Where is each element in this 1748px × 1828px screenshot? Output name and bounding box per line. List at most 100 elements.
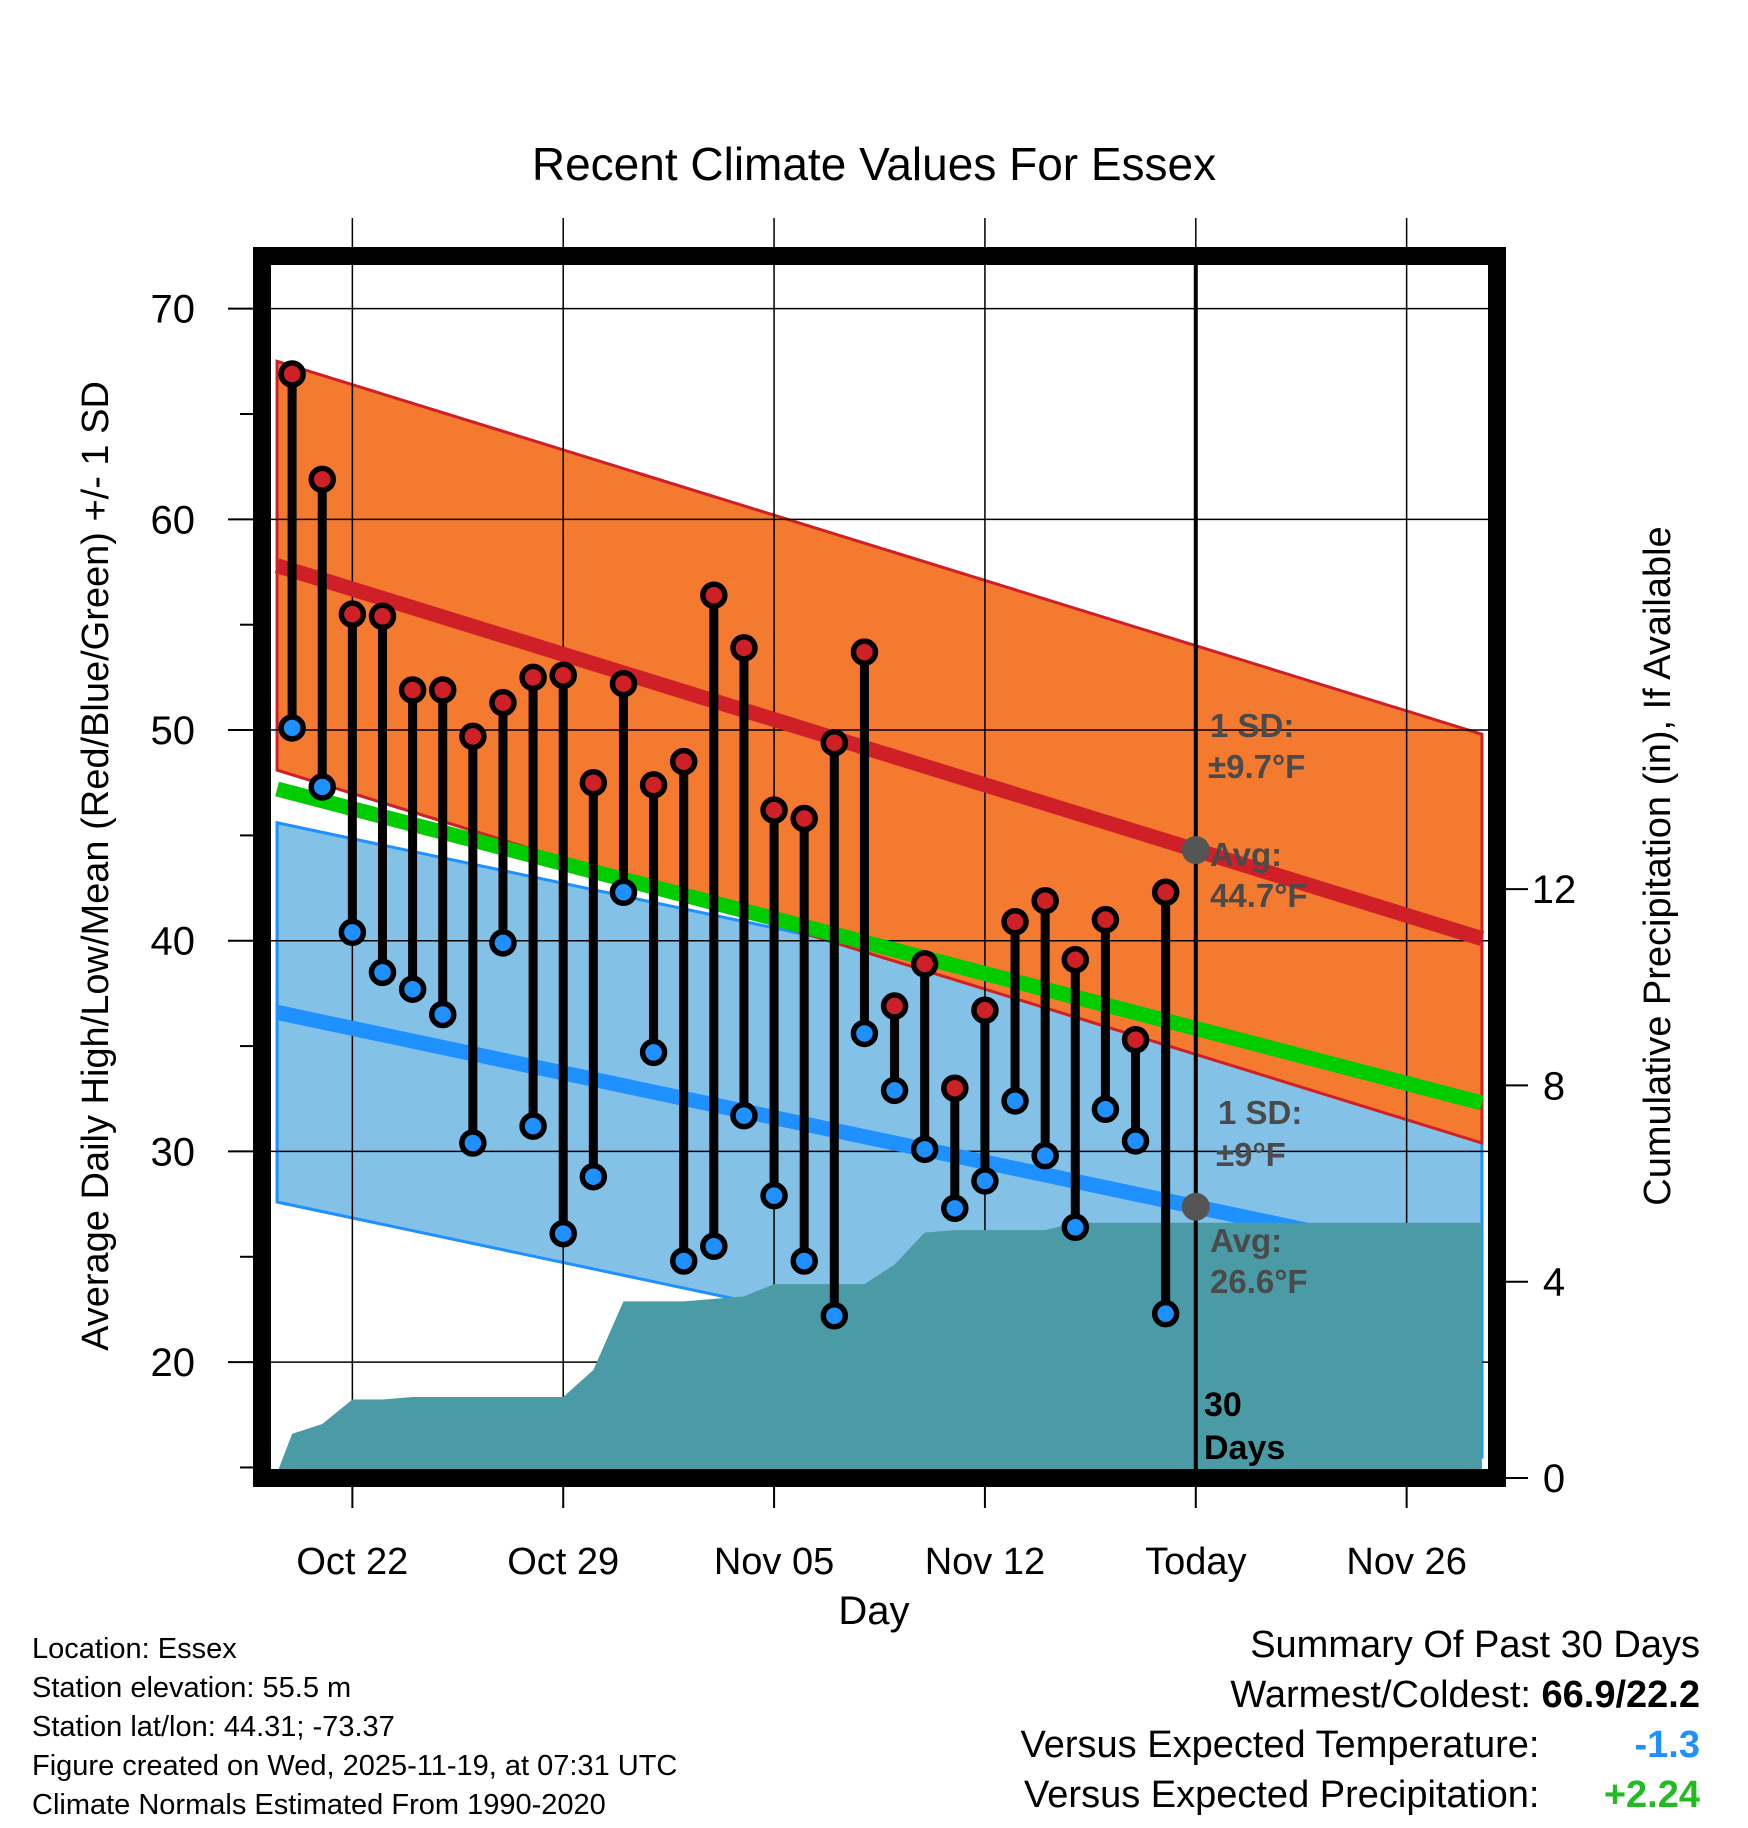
x-tick-label: Nov 12 bbox=[925, 1541, 1045, 1583]
daily-high-point bbox=[489, 688, 517, 717]
daily-low-point bbox=[308, 773, 336, 801]
daily-low-point bbox=[850, 1019, 879, 1048]
daily-low-point bbox=[669, 1247, 698, 1275]
y-tick-label: 60 bbox=[151, 498, 196, 542]
daily-high-point bbox=[428, 676, 457, 704]
daily-high-point bbox=[398, 676, 427, 704]
today-layer bbox=[1181, 256, 1210, 1478]
daily-low-point bbox=[941, 1194, 969, 1223]
y2-tick-label: 8 bbox=[1543, 1064, 1565, 1108]
info-elevation: Station elevation: 55.5 m bbox=[32, 1672, 352, 1704]
daily-low-point bbox=[820, 1302, 849, 1330]
low-avg-value: 26.6°F bbox=[1210, 1263, 1308, 1300]
daily-low-point bbox=[459, 1129, 487, 1157]
summary-temp-value: -1.3 bbox=[1634, 1724, 1700, 1766]
y-tick-label: 30 bbox=[151, 1130, 196, 1174]
y-axis-label: Average Daily High/Low/Mean (Red/Blue/Gr… bbox=[75, 381, 117, 1351]
daily-low-point bbox=[700, 1232, 728, 1260]
daily-low-point bbox=[880, 1076, 909, 1105]
daily-high-point bbox=[459, 722, 487, 751]
daily-high-point bbox=[669, 747, 698, 776]
daily-low-point bbox=[519, 1112, 547, 1140]
days-word: Days bbox=[1204, 1429, 1285, 1467]
daily-low-point bbox=[368, 958, 397, 987]
daily-low-point bbox=[579, 1162, 608, 1191]
summary-temp-row: Versus Expected Temperature: -1.3 bbox=[1021, 1720, 1700, 1770]
daily-high-point bbox=[1031, 886, 1059, 915]
summary-temp-label: Versus Expected Temperature: bbox=[1020, 1724, 1540, 1766]
summary-warmest-value: 66.9/22.2 bbox=[1541, 1674, 1700, 1716]
daily-observations bbox=[278, 360, 1180, 1330]
daily-high-point bbox=[278, 360, 306, 388]
daily-high-point bbox=[880, 992, 909, 1020]
summary-title: Summary Of Past 30 Days bbox=[1250, 1624, 1700, 1666]
daily-high-point bbox=[639, 771, 668, 799]
daily-high-point bbox=[820, 728, 849, 757]
y-tick-label: 70 bbox=[151, 288, 196, 332]
chart-title: Recent Climate Values For Essex bbox=[532, 138, 1216, 190]
daily-low-point bbox=[790, 1247, 818, 1275]
daily-low-point bbox=[609, 878, 638, 907]
x-tick-label: Today bbox=[1145, 1541, 1246, 1583]
daily-high-point bbox=[941, 1074, 969, 1102]
daily-low-point bbox=[639, 1038, 668, 1067]
daily-high-point bbox=[971, 996, 999, 1025]
summary-panel: Summary Of Past 30 Days Warmest/Coldest:… bbox=[1021, 1620, 1700, 1820]
avg-mean-line bbox=[275, 781, 1484, 1111]
summary-warmest-row: Warmest/Coldest: 66.9/22.2 bbox=[1021, 1670, 1700, 1720]
summary-precip-row: Versus Expected Precipitation: +2.24 bbox=[1021, 1770, 1700, 1820]
summary-precip-value: +2.24 bbox=[1603, 1774, 1700, 1816]
daily-high-point bbox=[1001, 908, 1029, 936]
daily-low-point bbox=[489, 929, 517, 957]
daily-high-point bbox=[368, 602, 397, 631]
y2-tick-label: 0 bbox=[1543, 1457, 1565, 1501]
y-axis-left: 20 30 40 50 60 70 bbox=[151, 288, 253, 1469]
summary-precip-label: Versus Expected Precipitation: bbox=[1024, 1774, 1540, 1816]
avg-high-marker bbox=[1181, 836, 1210, 865]
high-avg-value: 44.7°F bbox=[1210, 877, 1308, 914]
daily-low-point bbox=[278, 714, 306, 742]
info-created: Figure created on Wed, 2025-11-19, at 07… bbox=[32, 1750, 678, 1782]
station-info: Location: Essex Station elevation: 55.5 … bbox=[32, 1630, 677, 1825]
x-tick-label: Oct 22 bbox=[296, 1541, 408, 1583]
daily-high-point bbox=[760, 796, 788, 824]
y2-tick-label: 12 bbox=[1532, 868, 1577, 912]
x-tick-label: Oct 29 bbox=[507, 1541, 619, 1583]
daily-low-point bbox=[338, 918, 367, 947]
daily-high-point bbox=[910, 950, 939, 978]
low-sd-title: 1 SD: bbox=[1218, 1094, 1302, 1131]
y-axis-right: 0 4 8 12 bbox=[1506, 868, 1576, 1501]
y-tick-label: 50 bbox=[151, 709, 196, 753]
daily-high-point bbox=[730, 634, 758, 662]
daily-low-point bbox=[428, 1000, 457, 1029]
daily-high-point bbox=[519, 663, 547, 692]
x-tick-label: Nov 05 bbox=[714, 1541, 834, 1583]
daily-high-point bbox=[850, 638, 879, 666]
daily-high-point bbox=[609, 669, 638, 698]
annotations: 1 SD: ±9.7°F Avg: 44.7°F 1 SD: ±9°F Avg:… bbox=[1204, 707, 1308, 1467]
avg-high-line bbox=[274, 558, 1485, 946]
daily-low-point bbox=[1091, 1095, 1120, 1124]
low-sd-value: ±9°F bbox=[1216, 1136, 1286, 1173]
y2-axis-label: Cumulative Precipitation (in), If Availa… bbox=[1637, 526, 1679, 1205]
avg-low-marker bbox=[1181, 1192, 1210, 1221]
high-sd-title: 1 SD: bbox=[1210, 707, 1294, 744]
daily-high-point bbox=[790, 804, 818, 833]
daily-high-point bbox=[1121, 1026, 1150, 1054]
daily-low-point bbox=[398, 975, 427, 1003]
high-avg-title: Avg: bbox=[1210, 836, 1282, 873]
x-axis: Oct 22 Oct 29 Nov 05 Nov 12 Today Nov 26 bbox=[296, 1487, 1467, 1583]
daily-high-point bbox=[700, 581, 728, 609]
days-count: 30 bbox=[1204, 1386, 1242, 1424]
daily-low-point bbox=[910, 1135, 939, 1164]
daily-low-point bbox=[1001, 1087, 1029, 1115]
y-tick-label: 40 bbox=[151, 920, 196, 964]
daily-high-point bbox=[338, 600, 367, 628]
daily-low-point bbox=[1031, 1141, 1059, 1170]
daily-low-point bbox=[730, 1101, 758, 1130]
low-avg-title: Avg: bbox=[1210, 1222, 1282, 1259]
daily-high-point bbox=[1061, 945, 1090, 974]
y2-tick-label: 4 bbox=[1543, 1261, 1565, 1305]
daily-low-point bbox=[1151, 1299, 1180, 1328]
